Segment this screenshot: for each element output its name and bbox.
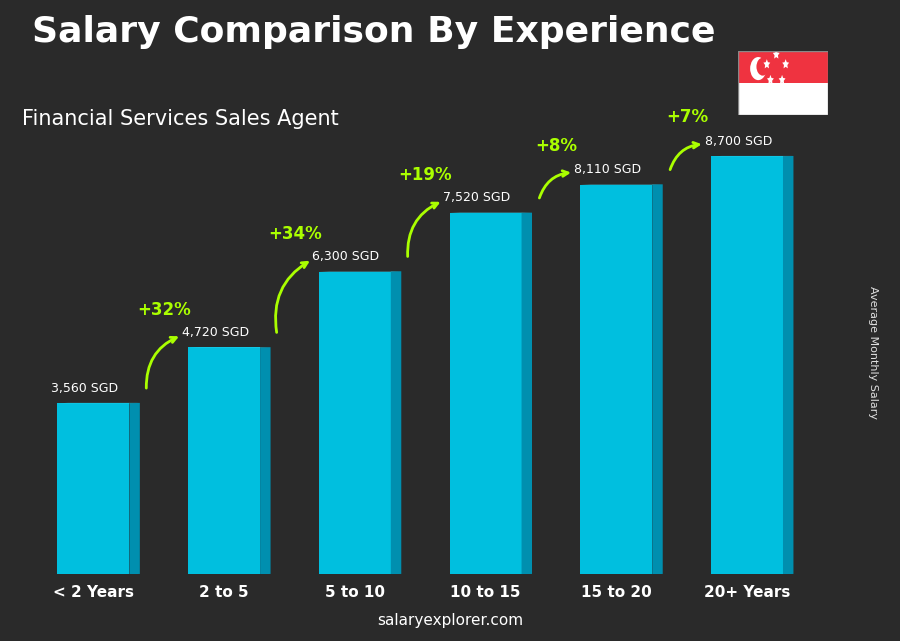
Bar bbox=[711, 156, 783, 574]
Bar bbox=[738, 83, 828, 115]
Text: +7%: +7% bbox=[666, 108, 708, 126]
Polygon shape bbox=[521, 213, 532, 574]
Polygon shape bbox=[130, 403, 140, 574]
Polygon shape bbox=[652, 185, 662, 574]
Text: +19%: +19% bbox=[399, 166, 453, 184]
Text: 7,520 SGD: 7,520 SGD bbox=[443, 191, 510, 204]
Circle shape bbox=[756, 58, 769, 76]
Text: 4,720 SGD: 4,720 SGD bbox=[182, 326, 248, 339]
Text: 8,700 SGD: 8,700 SGD bbox=[705, 135, 772, 147]
Text: +34%: +34% bbox=[268, 225, 321, 243]
Polygon shape bbox=[782, 59, 789, 69]
Polygon shape bbox=[773, 49, 779, 58]
Text: Average Monthly Salary: Average Monthly Salary bbox=[868, 286, 878, 419]
Text: +8%: +8% bbox=[536, 137, 577, 155]
Bar bbox=[188, 347, 260, 574]
Bar bbox=[319, 272, 391, 574]
Text: Financial Services Sales Agent: Financial Services Sales Agent bbox=[22, 109, 339, 129]
Polygon shape bbox=[778, 75, 786, 84]
Polygon shape bbox=[260, 347, 271, 574]
Text: 8,110 SGD: 8,110 SGD bbox=[574, 163, 641, 176]
Bar bbox=[738, 51, 828, 83]
Text: +32%: +32% bbox=[137, 301, 191, 319]
Polygon shape bbox=[391, 271, 401, 574]
Bar bbox=[58, 403, 130, 574]
Bar bbox=[450, 213, 521, 574]
Text: 6,300 SGD: 6,300 SGD bbox=[312, 250, 380, 263]
Polygon shape bbox=[763, 59, 770, 69]
Circle shape bbox=[751, 57, 767, 80]
Polygon shape bbox=[767, 75, 774, 84]
Text: 3,560 SGD: 3,560 SGD bbox=[51, 381, 118, 395]
Bar bbox=[580, 185, 652, 574]
Polygon shape bbox=[783, 156, 794, 574]
Text: Salary Comparison By Experience: Salary Comparison By Experience bbox=[32, 15, 716, 49]
Text: salaryexplorer.com: salaryexplorer.com bbox=[377, 613, 523, 628]
